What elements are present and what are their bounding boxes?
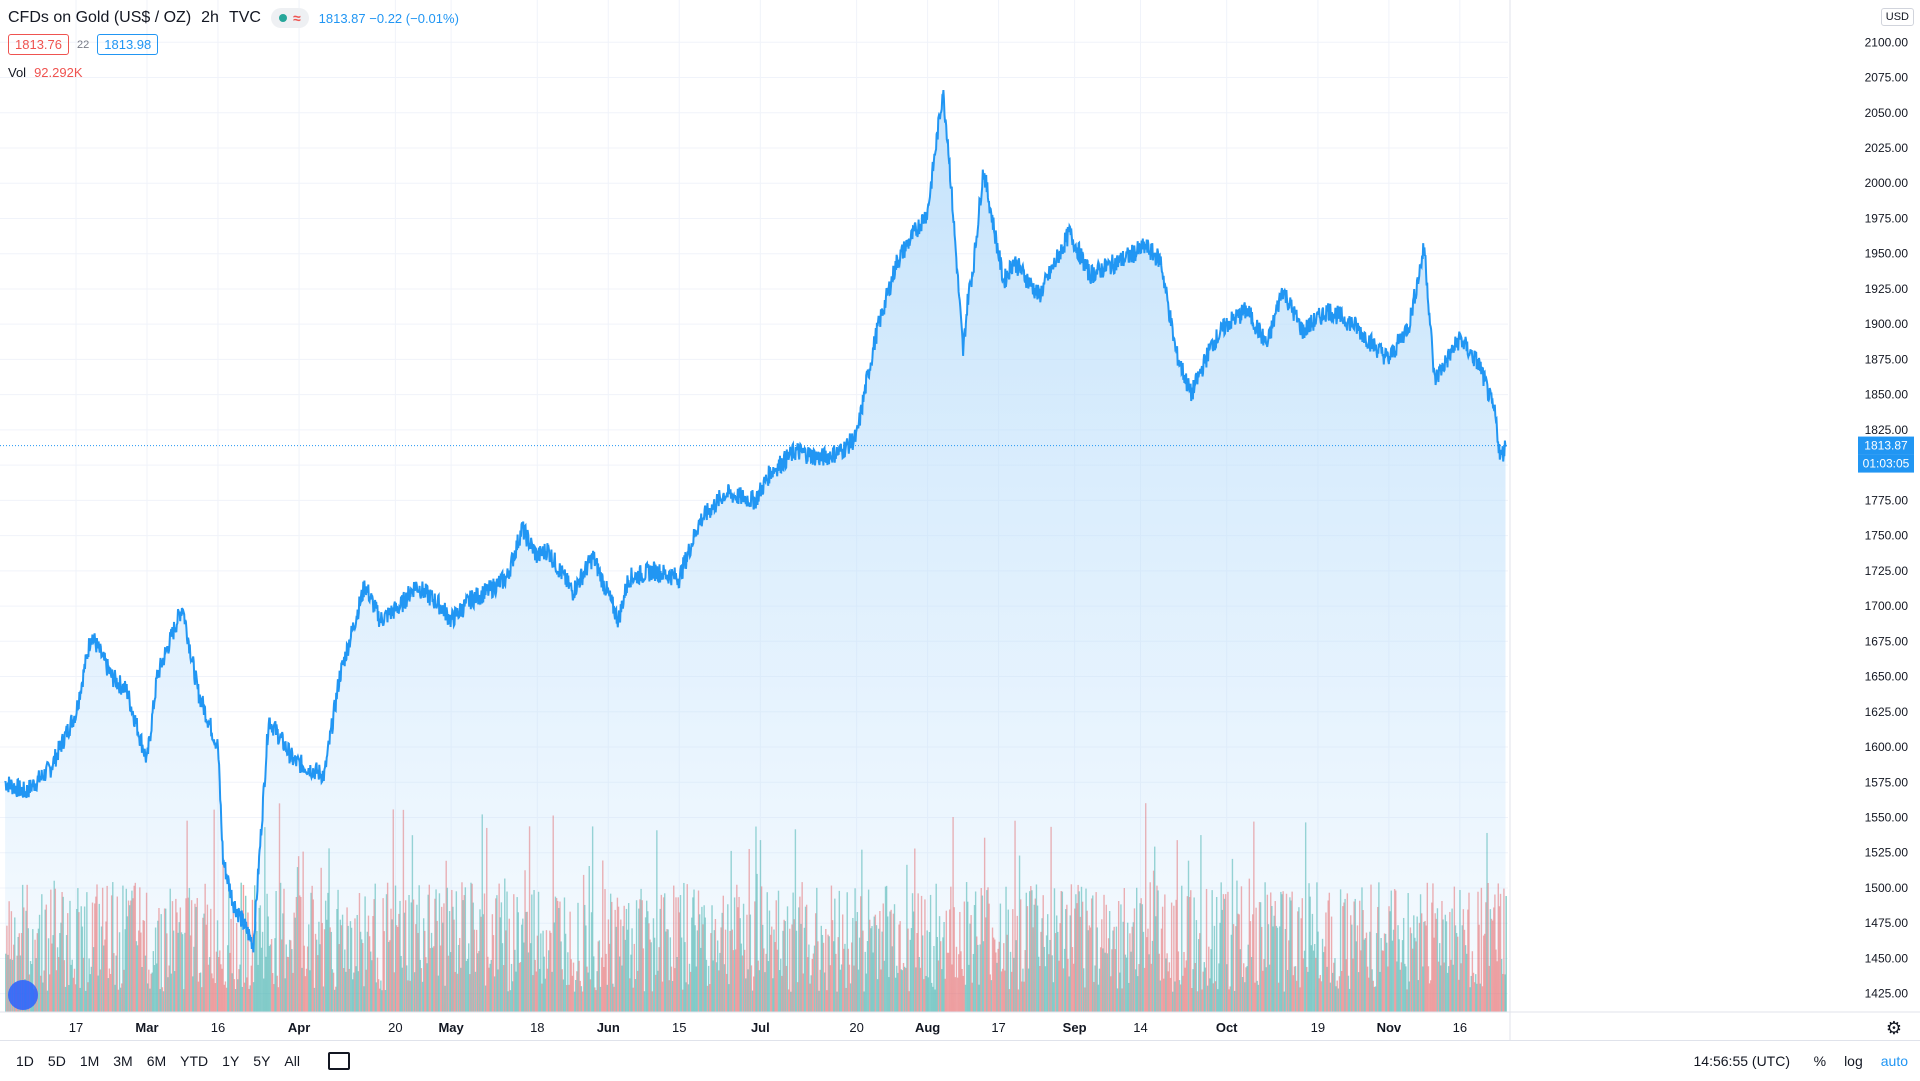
trade-buttons: 1813.76 22 1813.98 [8, 34, 159, 55]
y-tick-label: 1925.00 [1865, 282, 1909, 296]
y-tick-label: 1500.00 [1865, 881, 1909, 895]
x-tick-label: Nov [1377, 1020, 1402, 1035]
source-label: TVC [228, 9, 261, 26]
range-all-button[interactable]: All [284, 1053, 300, 1069]
y-tick-label: 1475.00 [1865, 916, 1909, 930]
y-tick-label: 1425.00 [1865, 987, 1909, 1001]
price-area [4, 90, 1507, 1013]
y-tick-label: 1975.00 [1865, 211, 1909, 225]
price-area-fill [5, 90, 1506, 1013]
volume-value: 92.292K [34, 65, 83, 80]
y-tick-label: 1775.00 [1865, 493, 1909, 507]
last-price-tag-bg [1858, 436, 1914, 455]
y-tick-label: 1575.00 [1865, 775, 1909, 789]
spread-value: 22 [77, 38, 90, 51]
x-tick-label: 16 [1453, 1020, 1467, 1035]
y-tick-label: 1700.00 [1865, 599, 1909, 613]
y-tick-label: 1950.00 [1865, 247, 1909, 261]
price-change: −0.22 [369, 10, 403, 26]
x-tick-label: May [438, 1020, 464, 1035]
price-tags: 1813.87 01:03:05 [0, 436, 1914, 473]
tradingview-logo-icon[interactable] [8, 980, 38, 1010]
y-tick-label: 1600.00 [1865, 740, 1909, 754]
y-tick-label: 1850.00 [1865, 388, 1909, 402]
log-scale-toggle[interactable]: log [1844, 1053, 1863, 1069]
time-axis[interactable]: 17 Mar 16 Apr 20 May 18 Jun 15 Jul 20 Aug 17 Sep 14 Oct… [0, 1011, 1920, 1035]
volume-legend: Vol 92.292K [8, 65, 83, 80]
range-1y-button[interactable]: 1Y [222, 1053, 240, 1069]
volume-label[interactable]: Vol [8, 65, 27, 80]
y-tick-label: 2000.00 [1865, 176, 1909, 190]
range-5y-button[interactable]: 5Y [253, 1053, 271, 1069]
y-tick-label: 1450.00 [1865, 951, 1909, 965]
auto-scale-toggle[interactable]: auto [1880, 1053, 1908, 1069]
gear-icon[interactable]: ⚙ [1885, 1018, 1902, 1038]
range-5d-button[interactable]: 5D [47, 1053, 66, 1069]
y-tick-label: 1725.00 [1865, 564, 1909, 578]
buy-button[interactable]: 1813.98 [97, 34, 159, 55]
range-1m-button[interactable]: 1M [79, 1053, 100, 1069]
y-tick-label: 1650.00 [1865, 670, 1909, 684]
sell-button[interactable]: 1813.76 [8, 34, 69, 55]
y-tick-label: 2075.00 [1865, 71, 1909, 85]
last-quote: 1813.87 −0.22 (−0.01%) [319, 11, 459, 26]
y-tick-label: 1875.00 [1865, 352, 1909, 366]
x-tick-label: 17 [69, 1020, 83, 1035]
x-tick-label: Oct [1216, 1020, 1238, 1035]
y-tick-label: 1900.00 [1865, 317, 1909, 331]
approx-icon: ≈ [292, 10, 301, 26]
x-tick-label: 14 [1133, 1020, 1147, 1035]
x-tick-label: 18 [530, 1020, 544, 1035]
x-tick-label: 20 [849, 1020, 863, 1035]
utc-clock[interactable]: 14:56:55 (UTC) [1693, 1053, 1790, 1069]
y-tick-label: 1825.00 [1865, 423, 1909, 437]
range-1d-button[interactable]: 1D [16, 1053, 34, 1069]
countdown-tag: 01:03:05 [1863, 457, 1910, 471]
currency-label[interactable]: USD [1880, 8, 1914, 26]
y-tick-label: 2050.00 [1865, 106, 1909, 120]
range-ytd-button[interactable]: YTD [180, 1053, 209, 1069]
market-open-icon [278, 14, 287, 22]
y-tick-label: 1675.00 [1865, 634, 1909, 648]
x-tick-label: Jul [751, 1020, 770, 1035]
symbol-title[interactable]: CFDs on Gold (US$ / OZ) [8, 9, 192, 26]
range-6m-button[interactable]: 6M [146, 1053, 167, 1069]
price-line [4, 90, 1507, 953]
chart-header: CFDs on Gold (US$ / OZ) 2h TVC ≈ 1813.87… [8, 8, 459, 28]
countdown-tag-bg [1858, 454, 1914, 473]
x-tick-label: Apr [288, 1020, 310, 1035]
x-tick-label: 15 [672, 1020, 686, 1035]
x-tick-label: 16 [211, 1020, 225, 1035]
y-tick-label: 1625.00 [1865, 705, 1909, 719]
x-tick-label: Mar [135, 1020, 158, 1035]
scale-controls: % log auto [1814, 1053, 1908, 1069]
y-tick-label: 2100.00 [1865, 35, 1909, 49]
percent-scale-toggle[interactable]: % [1813, 1053, 1827, 1069]
bottom-toolbar: 1D 5D 1M 3M 6M YTD 1Y 5Y All 14:56:55 (U… [0, 1040, 1920, 1081]
x-tick-label: 17 [991, 1020, 1005, 1035]
market-status[interactable]: ≈ [270, 8, 309, 28]
price-change-pct: (−0.01%) [405, 10, 459, 26]
price-axis[interactable]: 1425.00 1450.00 1475.00 1500.00 1525.00 1550.… [1509, 0, 1909, 1040]
y-tick-label: 2025.00 [1865, 141, 1909, 155]
last-price: 1813.87 [318, 10, 366, 26]
x-tick-label: Aug [915, 1020, 940, 1035]
y-tick-label: 1550.00 [1865, 810, 1909, 824]
calendar-icon[interactable] [327, 1052, 350, 1070]
y-tick-label: 1750.00 [1865, 529, 1909, 543]
volume-bar [1505, 896, 1507, 1012]
x-tick-label: 19 [1311, 1020, 1325, 1035]
range-3m-button[interactable]: 3M [113, 1053, 133, 1069]
interval-label[interactable]: 2h [201, 9, 219, 26]
last-price-tag: 1813.87 [1864, 439, 1908, 453]
x-tick-label: Jun [597, 1020, 620, 1035]
x-tick-label: Sep [1063, 1020, 1087, 1035]
y-tick-label: 1525.00 [1865, 846, 1909, 860]
x-tick-label: 20 [388, 1020, 402, 1035]
